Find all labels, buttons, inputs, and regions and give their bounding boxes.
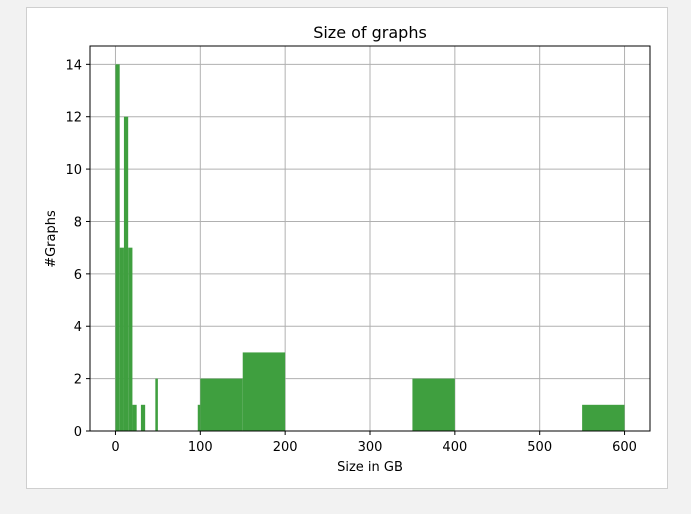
x-tick-label: 300 <box>358 440 383 455</box>
histogram-bar <box>242 352 286 431</box>
x-tick-label: 400 <box>442 440 467 455</box>
histogram-bar <box>119 247 124 431</box>
histogram-bars <box>115 64 625 431</box>
x-tick-label: 200 <box>273 440 298 455</box>
histogram-bar <box>132 404 137 431</box>
y-tick-label: 2 <box>74 373 82 388</box>
y-tick-label: 14 <box>65 58 82 73</box>
y-axis-ticks: 0 2 4 6 8 10 12 14 <box>65 58 90 440</box>
histogram-bar <box>200 378 243 431</box>
x-tick-label: 0 <box>111 440 119 455</box>
histogram-bar <box>115 64 120 431</box>
histogram-bar <box>140 404 146 431</box>
histogram-bar <box>123 116 129 431</box>
histogram-bar <box>197 404 201 431</box>
x-tick-label: 600 <box>612 440 637 455</box>
y-axis-label: #Graphs <box>44 210 59 268</box>
x-tick-label: 500 <box>527 440 552 455</box>
grid-lines <box>90 46 650 432</box>
x-axis-label: Size in GB <box>337 460 403 475</box>
histogram-bar <box>582 404 625 431</box>
x-axis-ticks: 0 100 200 300 400 500 600 <box>111 431 637 455</box>
x-tick-label: 100 <box>188 440 213 455</box>
y-tick-label: 4 <box>74 320 82 335</box>
y-tick-label: 10 <box>65 163 82 178</box>
y-tick-label: 12 <box>65 111 82 126</box>
y-tick-label: 8 <box>74 215 82 230</box>
y-tick-label: 0 <box>74 425 82 440</box>
y-tick-label: 6 <box>74 268 82 283</box>
histogram-bar <box>412 378 455 431</box>
histogram-bar <box>155 378 158 431</box>
chart-title: Size of graphs <box>313 23 427 42</box>
histogram-bar <box>128 247 133 431</box>
